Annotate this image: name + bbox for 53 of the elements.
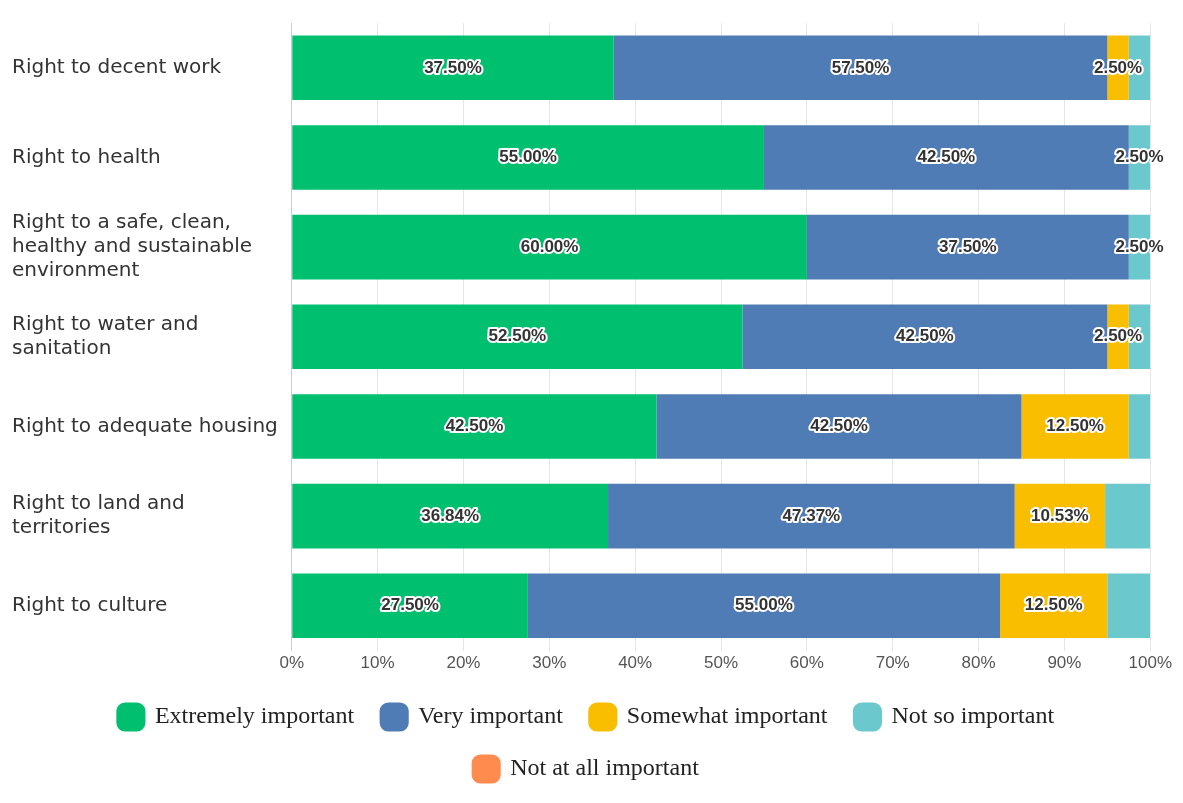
data-label: 42.50% — [896, 326, 954, 346]
bar — [292, 125, 764, 190]
bar — [608, 483, 1015, 549]
x-tick-label: 40% — [618, 653, 653, 673]
data-label: 10.53% — [1031, 505, 1089, 525]
data-label: 42.50% — [917, 147, 976, 167]
data-label: 12.50% — [1046, 416, 1104, 436]
data-label: 12.50% — [1024, 595, 1083, 615]
bar — [292, 573, 528, 639]
x-tick-label: 60% — [789, 653, 824, 673]
bar — [292, 394, 657, 459]
data-label: 36.84% — [421, 505, 479, 525]
x-tick-label: 30% — [532, 653, 567, 673]
bar — [292, 214, 807, 280]
data-label: 42.50% — [810, 416, 868, 436]
y-tick-label: Right to adequate housing — [12, 412, 278, 437]
legend-label: Somewhat important — [626, 702, 828, 729]
bar — [527, 573, 1001, 639]
x-tick-label: 80% — [961, 653, 996, 673]
data-label: 37.50% — [424, 57, 482, 77]
x-tick-label: 70% — [875, 653, 910, 673]
data-label: 42.50% — [445, 416, 504, 436]
legend-label: Extremely important — [154, 702, 355, 729]
y-tick-label: Right to land and territories — [12, 490, 185, 539]
x-tick-label: 0% — [279, 653, 305, 673]
x-tick-label: 50% — [704, 653, 739, 673]
bar — [292, 483, 609, 549]
y-tick-label: Right to decent work — [12, 54, 222, 79]
y-tick-label: Right to health — [12, 143, 161, 168]
y-tick-label: Right to culture — [12, 591, 168, 616]
x-tick-label: 90% — [1047, 653, 1082, 673]
legend-label: Not so important — [891, 702, 1055, 729]
bar — [1128, 394, 1151, 459]
bar — [292, 35, 614, 101]
data-label: 55.00% — [735, 595, 793, 615]
legend-label: Not at all important — [510, 754, 700, 781]
bar — [292, 304, 743, 370]
data-label: 52.50% — [488, 326, 547, 346]
legend-label: Very important — [418, 702, 564, 729]
y-tick-label: Right to water and sanitation — [12, 311, 199, 359]
data-label: 37.50% — [939, 236, 997, 256]
bar — [1107, 573, 1151, 639]
data-label: 27.50% — [381, 595, 439, 615]
x-tick-label: 20% — [446, 653, 481, 673]
y-tick-label: Right to a safe, clean, healthy and sustainable environment — [12, 209, 253, 282]
data-label: 55.00% — [499, 147, 557, 167]
x-tick-label: 10% — [360, 653, 395, 673]
data-label: 47.37% — [782, 505, 841, 525]
bar — [1105, 483, 1151, 549]
x-tick-label: 100% — [1128, 653, 1172, 673]
bar — [656, 394, 1022, 459]
data-label: 57.50% — [831, 57, 890, 77]
data-label: 60.00% — [520, 236, 579, 256]
